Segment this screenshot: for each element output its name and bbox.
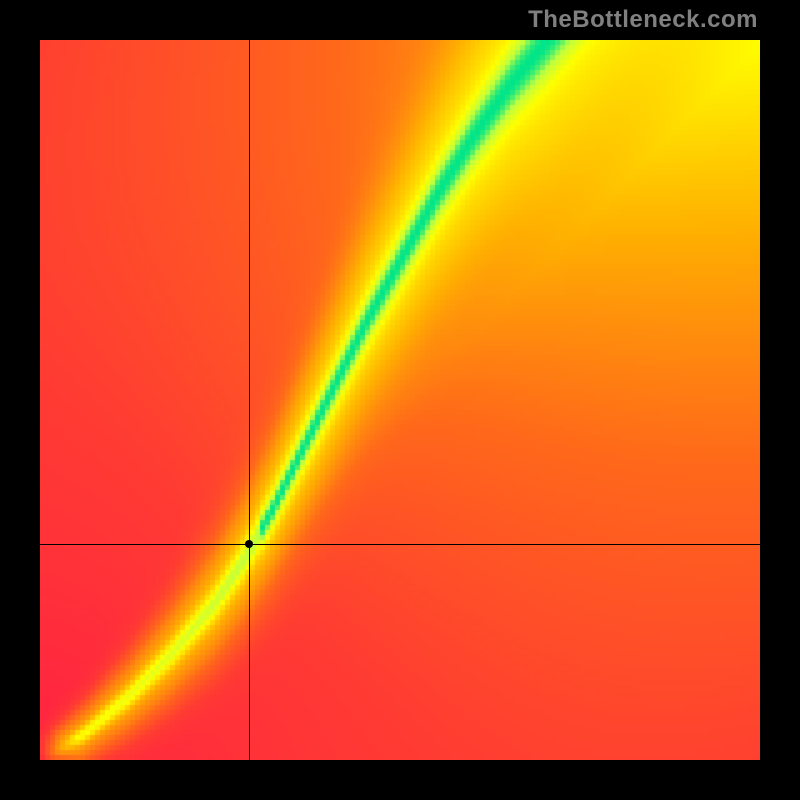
crosshair-vertical xyxy=(249,40,250,760)
watermark-text: TheBottleneck.com xyxy=(528,6,758,34)
bottleneck-heatmap xyxy=(40,40,760,760)
selection-marker xyxy=(245,540,253,548)
crosshair-horizontal xyxy=(40,544,760,545)
heatmap-canvas xyxy=(40,40,760,760)
